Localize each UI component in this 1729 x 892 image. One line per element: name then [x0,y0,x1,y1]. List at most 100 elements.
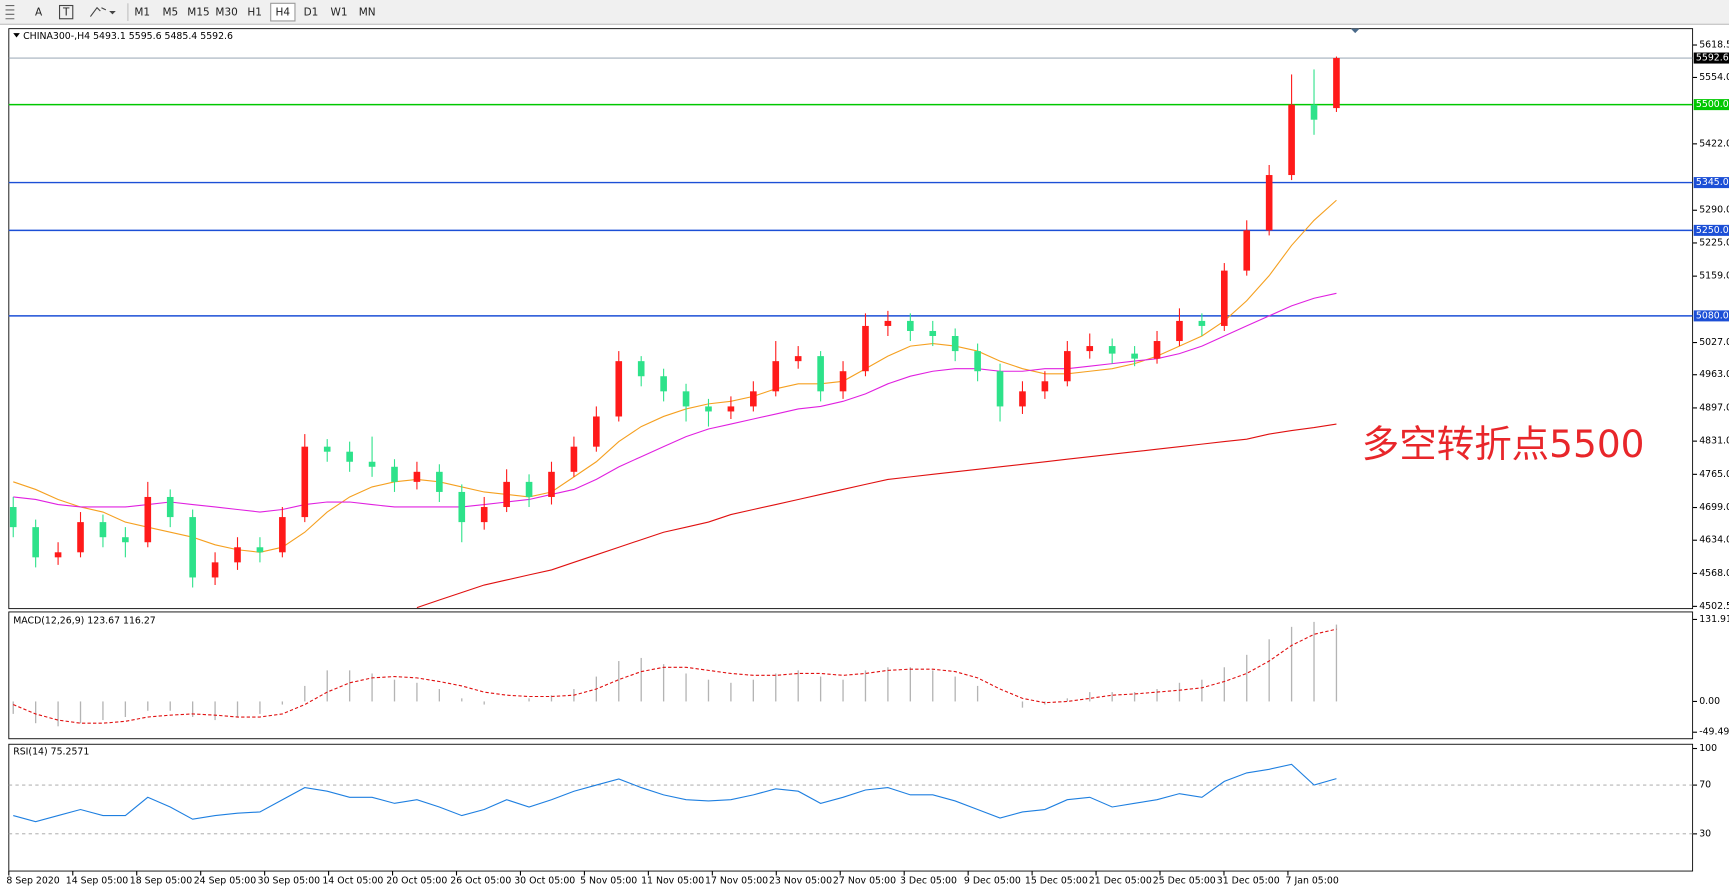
candle-body [436,471,443,492]
price-tag-label: 5080.0 [1696,310,1729,321]
dropdown-arrow[interactable] [109,11,116,15]
annotation: 多空转折点5500 [1362,422,1645,466]
x-tick-label: 30 Oct 05:00 [514,875,575,886]
timeframe-button[interactable]: D1 [304,7,319,19]
price-tag-label: 5500.0 [1696,99,1729,110]
candle-body [368,461,376,467]
menu-icon[interactable] [5,4,15,20]
candle-body [391,466,398,482]
candle-body [660,376,667,392]
candle-body [862,325,869,372]
candle-body [166,496,174,518]
candle-body [1064,351,1071,382]
y-tick-label: 5290.0 [1699,205,1729,216]
candle-body [839,371,847,392]
candle-body [1288,104,1295,176]
candle-body [1221,270,1228,326]
moving-average [13,199,1337,553]
candle-body [1041,381,1049,392]
macd-panel [8,611,1694,740]
y-tick-label: 5618.5 [1699,40,1729,51]
candle-body [279,517,286,553]
candle-body [503,481,510,508]
price-tag-label: 5250.0 [1696,225,1729,236]
candle-body [1243,230,1251,271]
y-tick-label: 131.91 [1699,614,1729,625]
x-tick-label: 24 Sep 05:00 [194,875,257,886]
candle-body [458,491,466,523]
x-tick-label: 9 Dec 05:00 [964,875,1021,886]
x-tick-label: 30 Sep 05:00 [258,875,321,886]
candle-body [32,527,39,558]
candle-body [1333,58,1340,109]
price-tag [1693,310,1729,322]
moving-average [416,423,1337,609]
y-tick-label: 4634.0 [1699,535,1729,546]
timeframe-button[interactable]: M15 [187,7,209,19]
candle-body [884,320,892,326]
shapes-icon[interactable] [89,6,107,17]
y-tick-label: 70 [1699,780,1711,791]
y-tick-label: 30 [1699,828,1711,839]
main-title: CHINA300-,H4 5493.1 5595.6 5485.4 5592.6 [23,31,233,42]
moving-average [13,292,1337,513]
y-tick-label: 5422.0 [1699,138,1729,149]
timeframe-button[interactable]: H1 [247,7,262,19]
x-tick-label: 27 Nov 05:00 [833,875,896,886]
x-tick-label: 15 Dec 05:00 [1025,875,1088,886]
candle-body [256,547,264,553]
y-tick-label: 5225.0 [1699,237,1729,248]
candle-body [907,320,914,331]
tool-icon[interactable]: T [62,7,70,19]
candle-body [1086,346,1094,352]
candle-body [77,522,84,553]
x-tick-label: 3 Dec 05:00 [900,875,957,886]
timeframe-button[interactable]: MN [359,7,376,19]
x-tick-label: 7 Jan 05:00 [1286,875,1339,886]
y-tick-label: 4699.0 [1699,502,1729,513]
candle-body [9,507,17,528]
candle-body [122,537,129,543]
timeframe-button[interactable]: M1 [134,7,150,19]
candle-body [1176,320,1183,342]
candle-body [974,351,981,372]
price-tag-label: 5345.0 [1696,177,1729,188]
candle-body [593,416,600,447]
candle-body [570,446,578,472]
candle-body [682,391,690,407]
y-tick-label: 0.00 [1699,696,1720,707]
candle-body [480,507,488,523]
x-tick-label: 8 Sep 2020 [6,875,59,886]
timeframe-button[interactable]: H4 [276,7,291,19]
y-tick-label: 4963.0 [1699,369,1729,380]
candle-body [1019,391,1026,407]
candle-body [1265,175,1273,231]
candle-body [951,336,959,352]
timeframe-button[interactable]: M5 [163,7,179,19]
y-tick-label: -49.49 [1699,727,1729,738]
y-tick-label: 4897.0 [1699,402,1729,413]
timeframe-button[interactable]: M30 [215,7,237,19]
candle-body [211,562,219,578]
candle-body [99,522,107,538]
candle-body [772,361,780,392]
signal-line [13,628,1337,724]
candle-body [705,406,712,412]
price-tag [1693,52,1729,64]
main-panel [8,28,1694,610]
candle-body [234,547,241,563]
macd-title: MACD(12,26,9) 123.67 116.27 [13,615,156,626]
timeframe-button[interactable]: W1 [331,7,348,19]
x-tick-label: 21 Dec 05:00 [1089,875,1152,886]
candle-body [1198,320,1206,326]
x-tick-label: 31 Dec 05:00 [1217,875,1280,886]
rsi-title: RSI(14) 75.2571 [13,746,89,757]
x-tick-label: 25 Dec 05:00 [1153,875,1216,886]
candle-body [750,391,757,407]
candle-body [996,371,1004,407]
candle-body [413,471,421,482]
x-tick-label: 20 Oct 05:00 [386,875,447,886]
tool-icon[interactable]: A [35,7,43,19]
